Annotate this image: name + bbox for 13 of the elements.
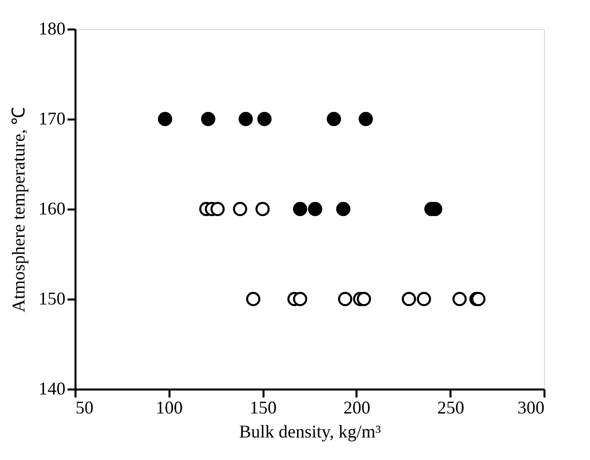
y-tick-label: 170 bbox=[38, 108, 66, 128]
x-axis-title: Bulk density, kg/m³ bbox=[239, 422, 382, 442]
x-tick-label: 50 bbox=[76, 398, 94, 418]
y-tick-label: 180 bbox=[38, 18, 66, 38]
x-tick-label: 300 bbox=[518, 398, 544, 418]
y-axis-title: Atmosphere temperature, ℃ bbox=[8, 106, 28, 312]
x-tick-label: 100 bbox=[156, 398, 183, 418]
y-tick-label: 140 bbox=[38, 378, 66, 398]
y-tick-label: 160 bbox=[38, 198, 66, 218]
y-tick-label: 150 bbox=[38, 288, 66, 308]
x-tick-label: 200 bbox=[343, 398, 370, 418]
x-tick-label: 250 bbox=[437, 398, 464, 418]
x-tick-label: 150 bbox=[250, 398, 277, 418]
